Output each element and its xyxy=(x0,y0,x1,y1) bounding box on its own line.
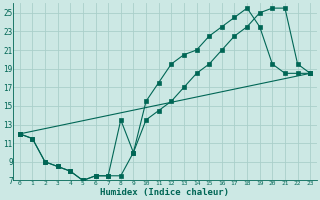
X-axis label: Humidex (Indice chaleur): Humidex (Indice chaleur) xyxy=(100,188,229,197)
